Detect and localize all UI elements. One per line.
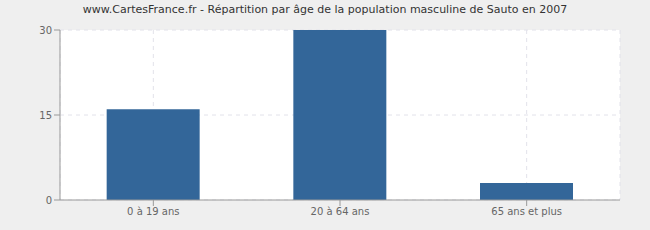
svg-text:30: 30 <box>39 25 52 36</box>
svg-text:15: 15 <box>39 110 52 121</box>
svg-text:20 à 64 ans: 20 à 64 ans <box>311 206 370 217</box>
svg-text:0 à 19 ans: 0 à 19 ans <box>127 206 179 217</box>
svg-text:0: 0 <box>46 195 52 206</box>
svg-text:65 ans et plus: 65 ans et plus <box>491 206 562 217</box>
html-text:www.CartesFrance.fr - Répartit: www.CartesFrance.fr - Répartition par âg… <box>82 3 568 16</box>
